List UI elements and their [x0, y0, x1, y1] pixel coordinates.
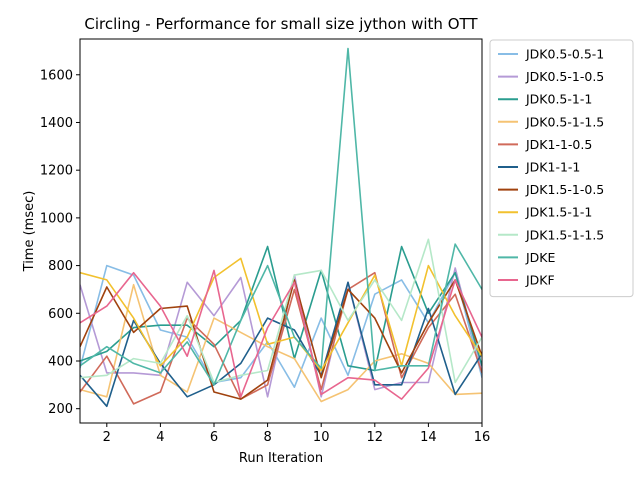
legend: JDK0.5-0.5-1 JDK0.5-1-0.5 JDK0.5-1-1 JDK0.5… — [489, 39, 634, 298]
y-tick-label: 1200 — [40, 164, 73, 179]
legend-label-9: JDKE — [525, 250, 556, 265]
plot-frame — [79, 38, 483, 424]
legend-items: JDK0.5-0.5-1 JDK0.5-1-0.5 JDK0.5-1-1 JDK0.5… — [498, 47, 604, 288]
x-tick-label: 12 — [367, 430, 384, 445]
legend-label-6: JDK1.5-1-0.5 — [525, 182, 604, 197]
x-tick-label: 10 — [313, 430, 330, 445]
series-line-4 — [80, 271, 482, 405]
series-line-7 — [80, 257, 482, 372]
x-tick-label: 14 — [420, 430, 437, 445]
legend-box — [489, 39, 634, 298]
x-tick-label: 4 — [156, 430, 164, 445]
series-line-10 — [80, 269, 482, 400]
y-tick-label: 800 — [48, 259, 73, 274]
legend-label-0: JDK0.5-0.5-1 — [525, 47, 604, 62]
legend-label-1: JDK0.5-1-0.5 — [525, 69, 604, 84]
y-tick-label: 600 — [48, 307, 73, 322]
series-line-6 — [80, 279, 482, 400]
y-tick-label: 200 — [48, 402, 73, 417]
legend-label-2: JDK0.5-1-1 — [525, 92, 592, 107]
y-tick-label: 400 — [48, 354, 73, 369]
x-tick-label: 2 — [103, 430, 111, 445]
legend-label-5: JDK1-1-1 — [525, 160, 580, 175]
series-line-9 — [80, 47, 482, 386]
y-axis-ticks: 200 400 600 800 1000 1200 1400 1600 — [40, 68, 80, 417]
legend-label-3: JDK0.5-1-1.5 — [525, 114, 604, 129]
x-tick-label: 16 — [474, 430, 491, 445]
y-tick-label: 1600 — [40, 68, 73, 83]
x-tick-label: 6 — [210, 430, 218, 445]
chart-title: Circling - Performance for small size jy… — [84, 15, 478, 33]
legend-label-4: JDK1-1-0.5 — [525, 137, 592, 152]
legend-label-8: JDK1.5-1-1.5 — [525, 227, 604, 242]
x-tick-label: 8 — [263, 430, 271, 445]
x-axis-label: Run Iteration — [239, 451, 323, 466]
legend-label-7: JDK1.5-1-1 — [525, 205, 592, 220]
legend-label-10: JDKF — [525, 273, 555, 288]
y-tick-label: 1000 — [40, 211, 73, 226]
plot-lines — [80, 47, 482, 408]
x-axis-ticks: 2 4 6 8 10 12 14 16 — [103, 423, 491, 445]
y-axis-label: Time (msec) — [22, 191, 37, 273]
series-line-8 — [80, 238, 482, 384]
y-tick-label: 1400 — [40, 116, 73, 131]
series-line-3 — [80, 283, 482, 403]
series-line-0 — [80, 264, 482, 389]
